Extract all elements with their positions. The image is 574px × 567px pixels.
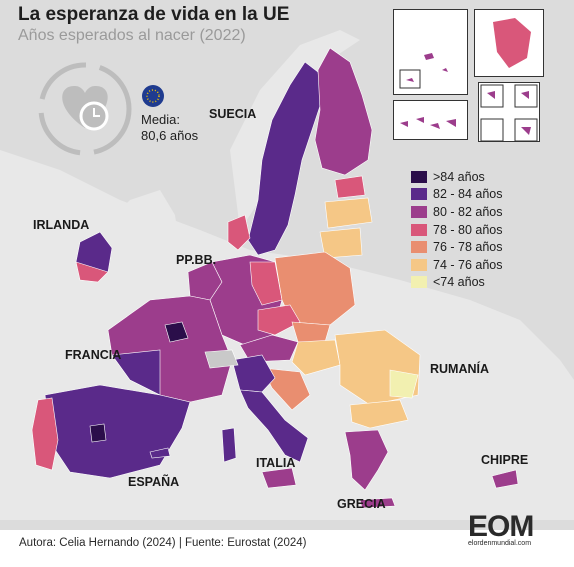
legend-swatch — [411, 258, 427, 271]
region-portugal — [31, 397, 59, 471]
region-greece — [344, 429, 389, 491]
legend-item: 74 - 76 años — [411, 256, 503, 274]
legend-swatch — [411, 170, 427, 183]
region-italy-north — [231, 354, 276, 393]
region-france-paris — [164, 321, 189, 343]
region-ireland-south — [75, 261, 109, 283]
eu-flag-icon — [142, 85, 164, 107]
label-grecia: GRECIA — [337, 497, 386, 511]
legend-item: >84 años — [411, 168, 503, 186]
region-crete — [359, 497, 396, 509]
switzerland — [204, 349, 239, 369]
region-cyprus — [491, 469, 519, 489]
label-italia: ITALIA — [256, 456, 296, 470]
region-lithuania — [319, 227, 363, 259]
region-sicily — [261, 467, 297, 489]
inset-azores — [393, 9, 468, 95]
legend-label: <74 años — [433, 275, 485, 290]
region-hungary — [291, 339, 341, 376]
region-denmark — [227, 214, 251, 251]
inset-guiana — [474, 9, 544, 77]
region-slovakia — [291, 321, 331, 343]
legend-label: >84 años — [433, 169, 485, 184]
region-latvia — [324, 197, 373, 229]
logo-main: EOM — [468, 510, 534, 543]
label-espana: ESPAÑA — [128, 475, 180, 489]
inset-canarias-map — [400, 117, 456, 129]
region-sardinia — [221, 427, 237, 463]
region-romania-south — [389, 369, 419, 399]
region-czechia — [257, 304, 301, 336]
logo-sub: elordenmundial.com — [468, 540, 532, 547]
legend-item: 76 - 78 años — [411, 238, 503, 256]
legend-swatch — [411, 223, 427, 236]
region-estonia — [334, 175, 366, 199]
eom-logo: EOM elordenmundial.com — [468, 512, 552, 548]
legend-item: 80 - 82 años — [411, 203, 503, 221]
footer — [0, 530, 574, 567]
legend-swatch — [411, 205, 427, 218]
map-title: La esperanza de vida en la UE — [18, 4, 290, 25]
heart-clock-icon — [38, 62, 132, 156]
region-poland — [274, 251, 356, 326]
inset-caribbean — [478, 82, 540, 142]
legend: >84 años 82 - 84 años 80 - 82 años 78 - … — [411, 168, 503, 291]
legend-swatch — [411, 241, 427, 254]
legend-label: 74 - 76 años — [433, 257, 503, 272]
legend-swatch — [411, 276, 427, 289]
region-finland — [314, 47, 373, 176]
legend-item: 82 - 84 años — [411, 186, 503, 204]
region-italy — [239, 389, 309, 463]
map-subtitle: Años esperados al nacer (2022) — [18, 27, 246, 44]
north-africa-land — [30, 470, 574, 520]
inset-canarias — [393, 100, 468, 140]
legend-label: 80 - 82 años — [433, 204, 503, 219]
legend-label: 76 - 78 años — [433, 240, 503, 255]
inset-azores-map — [399, 53, 448, 89]
label-ppbb: PP.BB. — [176, 253, 217, 267]
region-balearic — [149, 447, 171, 459]
legend-item: <74 años — [411, 274, 503, 292]
region-germany-east — [249, 261, 283, 306]
label-rumania: RUMANÍA — [430, 362, 490, 376]
legend-item: 78 - 80 años — [411, 221, 503, 239]
legend-swatch — [411, 188, 427, 201]
legend-label: 78 - 80 años — [433, 222, 503, 237]
uk-land — [100, 190, 180, 300]
label-suecia: SUECIA — [209, 107, 257, 121]
inset-caribbean-map — [480, 84, 538, 142]
average-label: Media: — [141, 112, 181, 127]
label-francia: FRANCIA — [65, 348, 122, 362]
label-irlanda: IRLANDA — [33, 218, 90, 232]
inset-guiana-map — [493, 18, 531, 68]
credits: Autora: Celia Hernando (2024) | Fuente: … — [19, 537, 307, 549]
region-spain-madrid — [89, 423, 107, 443]
average-value: 80,6 años — [141, 128, 199, 143]
region-bulgaria — [349, 399, 409, 429]
legend-label: 82 - 84 años — [433, 187, 503, 202]
average-box: Media: 80,6 años — [141, 112, 198, 144]
label-chipre: CHIPRE — [481, 453, 529, 467]
